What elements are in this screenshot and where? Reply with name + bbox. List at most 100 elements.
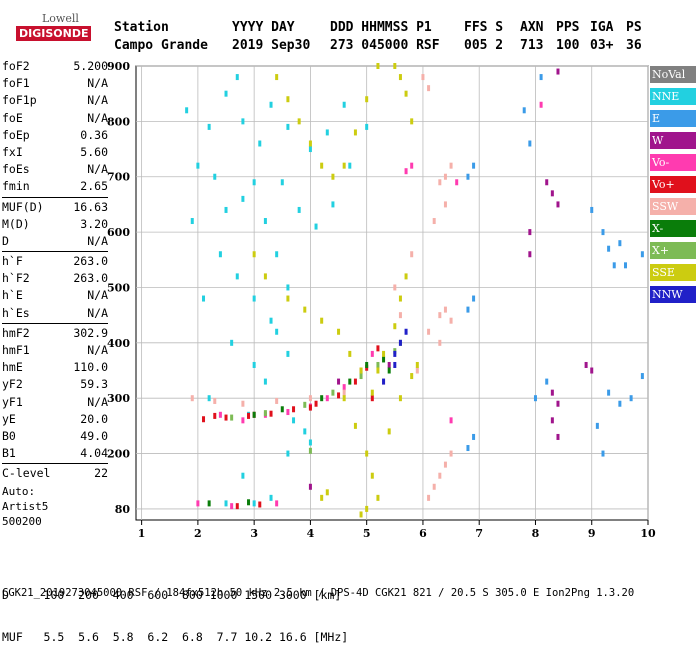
param-name: fmin: [2, 179, 30, 194]
distance-row: D 100 200 400 600 800 1000 1500 3000 [km…: [2, 588, 342, 602]
param-value: N/A: [87, 162, 108, 177]
echo-point-nne: [286, 450, 290, 457]
echo-point-vo-: [196, 500, 200, 507]
echo-point-nne: [218, 251, 222, 258]
echo-point-ssw: [449, 162, 453, 169]
param-value: N/A: [87, 305, 108, 320]
echo-point-sse: [325, 489, 329, 496]
lowell-digisonde-logo: Lowell DIGISONDE: [4, 6, 104, 46]
echo-point-e: [629, 395, 633, 402]
param-name: foEs: [2, 162, 30, 177]
echo-point-vo-: [308, 404, 312, 411]
echo-point-ssw: [342, 389, 346, 396]
echo-point-ssw: [432, 483, 436, 490]
echo-point-ssw: [410, 251, 414, 258]
auto-program: Artist5: [2, 500, 49, 513]
echo-point-sse: [370, 472, 374, 479]
param-value: 5.60: [80, 144, 108, 159]
auto-label: Auto:: [2, 485, 36, 498]
echo-point-vo-: [404, 168, 408, 175]
param-value: 59.3: [80, 377, 108, 392]
echo-point-vo-: [342, 384, 346, 391]
param-value: 0.36: [80, 127, 108, 142]
echo-point-vo-: [241, 417, 245, 424]
echo-point-w: [556, 433, 560, 440]
echo-point-sse: [404, 273, 408, 280]
param-row: MUF(D) 16.63: [2, 199, 108, 216]
header-value-station: Campo Grande: [114, 38, 208, 53]
param-row: foF1 N/A: [2, 75, 108, 92]
echo-point-sse: [382, 350, 386, 357]
echo-point-sse: [365, 505, 369, 512]
param-name: C-level: [2, 466, 51, 481]
legend-item: NNW: [650, 286, 696, 303]
param-value: 5.200: [73, 59, 108, 73]
echo-point-sse: [376, 63, 380, 69]
param-value: N/A: [87, 93, 108, 108]
param-value: 16.63: [73, 199, 108, 214]
echo-point-ssw: [415, 367, 419, 374]
echo-point-vo-: [286, 409, 290, 416]
echo-point-nne: [224, 206, 228, 213]
echo-point-x-: [387, 367, 391, 374]
echo-point-x-: [207, 500, 211, 507]
echo-point-vo-: [376, 345, 380, 352]
echo-point-w: [584, 361, 588, 368]
echo-point-e: [640, 251, 644, 258]
auto-version: 500200: [2, 515, 42, 528]
echo-point-vo-: [539, 101, 543, 108]
echo-point-w: [545, 179, 549, 186]
echo-point-e: [466, 173, 470, 180]
echo-point-vo-: [230, 503, 234, 510]
echo-point-sse: [398, 395, 402, 402]
param-name: B0: [2, 428, 16, 443]
echo-point-e: [472, 295, 476, 302]
echo-point-nne: [235, 74, 239, 81]
x-tick-label: 5: [363, 527, 371, 540]
echo-point-w: [528, 251, 532, 258]
echo-point-w: [528, 229, 532, 236]
echo-point-nne: [342, 101, 346, 108]
echo-point-nnw: [393, 350, 397, 357]
echo-point-sse: [348, 350, 352, 357]
echo-point-vo-: [353, 378, 357, 385]
param-row: B0 49.0: [2, 428, 108, 445]
header-label-station: Station: [114, 20, 169, 35]
echo-point-sse: [398, 295, 402, 302]
echo-point-nnw: [393, 361, 397, 368]
echo-point-ssw: [427, 494, 431, 501]
echo-point-sse: [320, 494, 324, 501]
param-row: yF1 N/A: [2, 394, 108, 411]
echo-point-sse: [376, 494, 380, 501]
y-tick-label: 700: [107, 171, 130, 184]
echo-point-ssw: [438, 339, 442, 346]
echo-point-ssw: [213, 397, 217, 404]
echo-point-ssw: [432, 218, 436, 225]
header-label-ps: PS: [626, 20, 642, 35]
echo-point-e: [607, 389, 611, 396]
header-value-ffs: 005 2: [464, 38, 504, 53]
y-tick-label: 300: [107, 392, 130, 405]
echo-point-nne: [202, 295, 206, 302]
param-value: N/A: [87, 394, 108, 409]
param-row: foF1p N/A: [2, 92, 108, 109]
echo-point-nnw: [398, 339, 402, 346]
x-tick-label: 4: [307, 527, 315, 540]
param-row: C-level 22: [2, 465, 108, 482]
echo-point-w: [550, 190, 554, 197]
echo-point-nne: [235, 273, 239, 280]
param-value: 263.0: [73, 254, 108, 269]
x-tick-label: 2: [194, 527, 202, 540]
echo-point-vo-: [370, 395, 374, 402]
echo-point-e: [545, 378, 549, 385]
echo-point-nnw: [382, 378, 386, 385]
param-name: D: [2, 233, 9, 248]
echo-point-ssw: [443, 306, 447, 313]
echo-point-nne: [308, 439, 312, 446]
echo-point-x-: [263, 410, 267, 417]
echo-point-nne: [252, 295, 256, 302]
param-row: D N/A: [2, 233, 108, 250]
echo-point-vo-: [202, 416, 206, 423]
x-tick-label: 7: [475, 527, 483, 540]
echo-point-vo-: [213, 412, 217, 419]
